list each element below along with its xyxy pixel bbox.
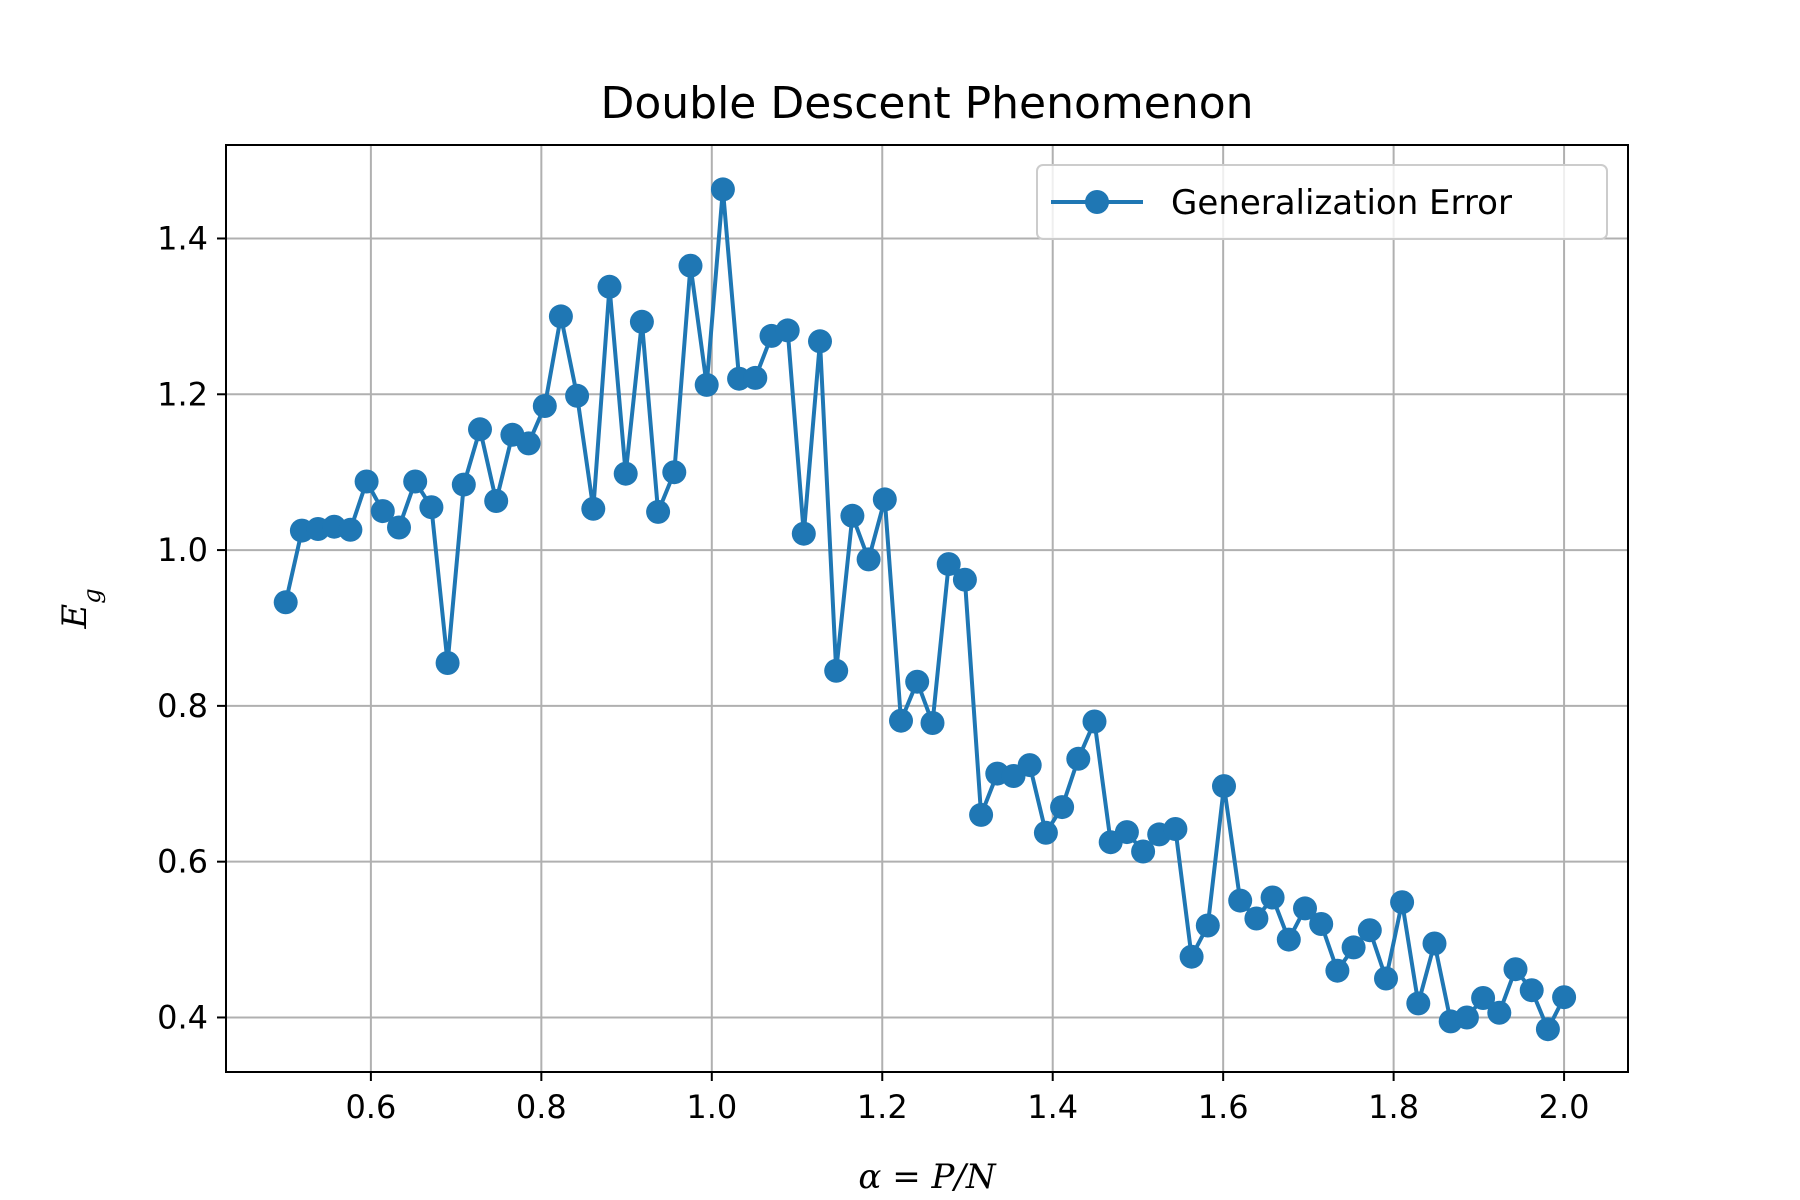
data-point	[468, 417, 492, 442]
x-tick-label: 0.8	[516, 1088, 567, 1126]
data-point	[1454, 1005, 1479, 1030]
data-point	[338, 517, 363, 542]
data-point	[1535, 1017, 1560, 1042]
data-point	[581, 496, 606, 521]
data-point	[1131, 839, 1156, 864]
data-point	[1357, 918, 1382, 943]
data-point	[484, 489, 509, 513]
data-point	[678, 253, 703, 278]
data-point	[1552, 985, 1577, 1010]
y-tick-label: 1.4	[157, 219, 208, 257]
data-point	[808, 329, 832, 354]
data-point	[1114, 820, 1139, 845]
x-tick-label: 1.6	[1198, 1088, 1249, 1126]
data-point	[1503, 957, 1528, 982]
data-point	[532, 394, 557, 418]
data-point	[1033, 820, 1058, 845]
data-point	[1519, 978, 1544, 1003]
data-point	[516, 431, 541, 456]
data-point	[694, 372, 719, 397]
x-tick-label: 1.8	[1368, 1088, 1419, 1126]
data-point	[1260, 885, 1285, 910]
data-point	[629, 309, 654, 334]
y-tick-label: 0.4	[157, 998, 208, 1036]
axis-ticks: 0.6 0.8 1.0 1.2 1.4 1.6 1.8 2.0 0.4 0.6 0.8 1.0 1.2 1…	[157, 219, 1589, 1126]
data-point	[662, 460, 687, 485]
data-point	[1082, 709, 1107, 734]
data-point	[710, 177, 735, 202]
data-point	[1179, 944, 1204, 969]
data-point	[936, 552, 961, 577]
data-point	[403, 469, 428, 494]
data-point	[775, 318, 800, 343]
data-point	[435, 651, 460, 675]
data-point	[1163, 817, 1188, 841]
data-point	[791, 521, 816, 546]
legend-marker-sample	[1085, 190, 1109, 214]
legend-label: Generalization Error	[1171, 183, 1512, 223]
data-point	[1325, 958, 1350, 983]
series-layer	[273, 177, 1577, 1042]
data-point	[920, 711, 945, 735]
data-point	[824, 658, 849, 683]
data-point	[1487, 1000, 1512, 1025]
data-point	[905, 669, 930, 694]
data-point	[952, 567, 977, 592]
data-point	[1212, 774, 1236, 799]
data-point	[565, 383, 590, 408]
data-point	[840, 503, 865, 528]
data-point	[1017, 753, 1042, 778]
data-point	[856, 547, 881, 572]
x-tick-label: 1.4	[1027, 1088, 1078, 1126]
data-point	[1293, 896, 1317, 921]
data-point	[273, 590, 298, 615]
legend-box	[1036, 164, 1608, 240]
data-point	[1471, 986, 1496, 1010]
data-point	[1309, 912, 1334, 936]
data-point	[969, 802, 994, 827]
data-point	[597, 274, 622, 299]
data-point	[1244, 906, 1269, 931]
data-point	[1050, 795, 1075, 820]
y-tick-label: 0.6	[157, 843, 208, 881]
data-point	[1276, 927, 1301, 952]
data-point	[889, 708, 913, 733]
data-point	[872, 487, 897, 512]
data-point	[1341, 935, 1366, 960]
data-point	[1390, 890, 1415, 915]
x-tick-label: 1.2	[857, 1088, 908, 1126]
data-point	[1195, 913, 1220, 938]
data-point	[646, 499, 671, 524]
data-point	[1066, 746, 1091, 771]
legend: Generalization Error	[1036, 164, 1608, 240]
x-tick-label: 2.0	[1539, 1088, 1590, 1126]
data-point	[419, 495, 444, 520]
x-tick-label: 0.6	[345, 1088, 396, 1126]
data-point	[548, 304, 573, 329]
y-axis-label: Eg	[55, 588, 106, 629]
x-axis-label: α = P/N	[858, 1157, 996, 1197]
y-tick-label: 0.8	[157, 687, 208, 725]
data-point	[1422, 931, 1447, 956]
y-tick-label: 1.0	[157, 531, 208, 569]
data-point	[1374, 966, 1398, 991]
data-point	[387, 515, 411, 540]
y-tick-label: 1.2	[157, 375, 208, 413]
data-point	[1406, 991, 1431, 1016]
x-tick-label: 1.0	[686, 1088, 737, 1126]
chart-title: Double Descent Phenomenon	[600, 78, 1253, 129]
data-point	[1228, 888, 1253, 913]
data-point	[451, 472, 476, 497]
data-point	[354, 469, 379, 494]
plot-area-frame	[225, 144, 1629, 1073]
data-point	[613, 461, 638, 486]
data-point	[370, 499, 395, 524]
data-point	[743, 365, 768, 390]
